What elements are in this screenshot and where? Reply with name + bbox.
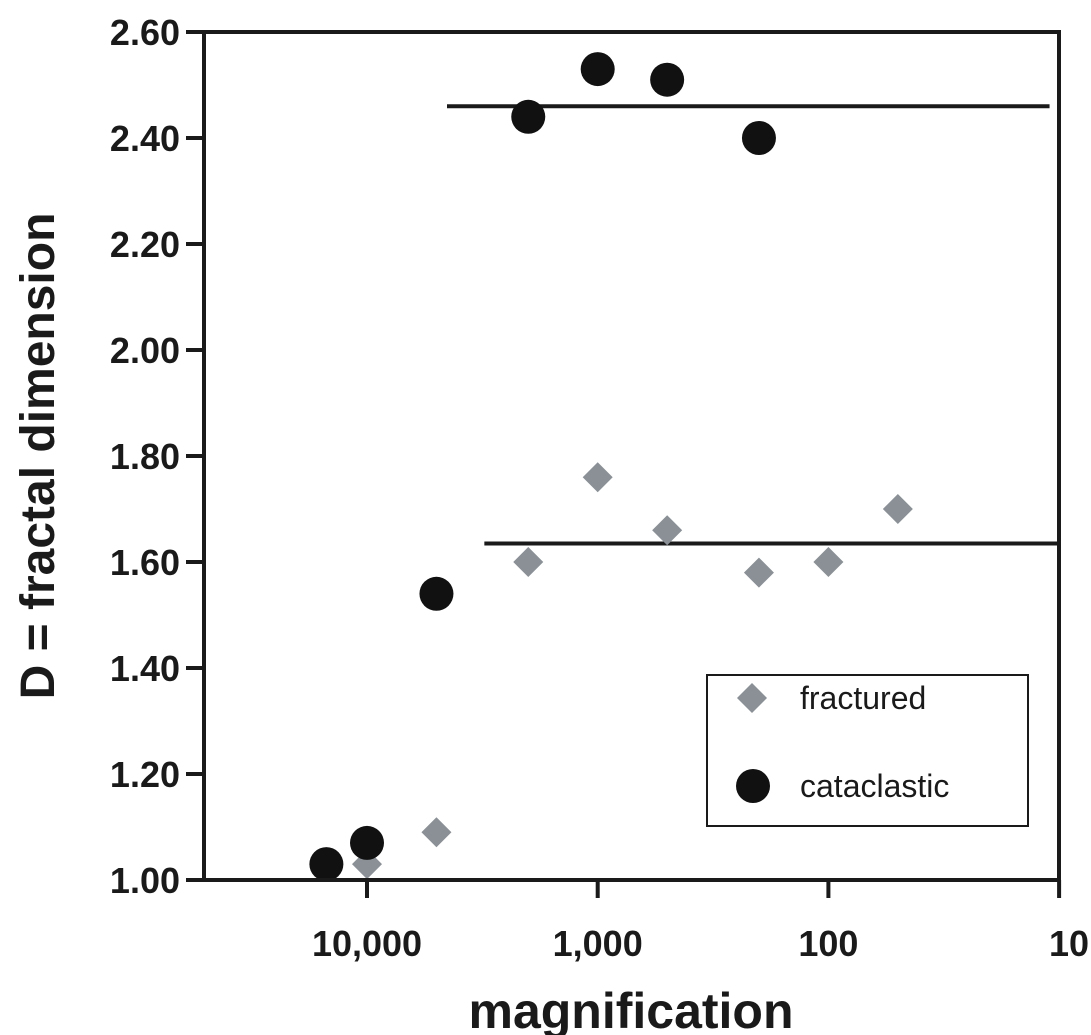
legend-cataclastic-marker	[736, 769, 770, 803]
x-tick-label: 100	[798, 923, 858, 964]
y-tick-label: 2.60	[110, 12, 180, 53]
point-cataclastic	[309, 847, 344, 882]
y-tick-label: 1.40	[110, 648, 180, 689]
point-cataclastic	[741, 121, 776, 155]
x-tick-label: 1,000	[553, 923, 643, 964]
y-tick-label: 2.00	[110, 330, 180, 371]
y-tick-label: 1.60	[110, 542, 180, 583]
x-axis: 10,000 1,000 100 10	[312, 880, 1089, 964]
legend-fractured-marker	[737, 683, 767, 713]
x-tick-label: 10,000	[312, 923, 422, 964]
point-cataclastic	[650, 62, 685, 97]
y-tick-label: 1.00	[110, 860, 180, 901]
legend: fractured cataclastic	[706, 674, 1029, 827]
point-fractured	[813, 547, 844, 577]
point-cataclastic	[419, 576, 454, 611]
y-axis: 1.00 1.20 1.40 1.60 1.80 2.00 2.20 2.40 2.60	[110, 12, 204, 901]
legend-fractured-label: fractured	[800, 680, 926, 716]
point-fractured	[882, 494, 913, 524]
x-tick-label: 10	[1049, 923, 1089, 964]
y-axis-title: D = fractal dimension	[12, 213, 65, 700]
point-cataclastic	[350, 825, 384, 860]
point-cataclastic	[511, 99, 546, 134]
y-tick-label: 2.40	[110, 118, 180, 159]
point-fractured	[743, 557, 774, 588]
x-axis-title: magnification	[468, 983, 793, 1035]
data-points	[309, 52, 913, 882]
reference-lines	[447, 104, 1060, 546]
point-fractured	[582, 462, 613, 493]
point-fractured	[421, 817, 452, 848]
y-tick-label: 1.20	[110, 754, 180, 795]
point-fractured	[652, 515, 683, 546]
point-fractured	[513, 547, 544, 577]
y-tick-label: 2.20	[110, 224, 180, 265]
y-tick-label: 1.80	[110, 436, 180, 477]
point-cataclastic	[580, 52, 615, 87]
legend-cataclastic-label: cataclastic	[800, 768, 949, 804]
